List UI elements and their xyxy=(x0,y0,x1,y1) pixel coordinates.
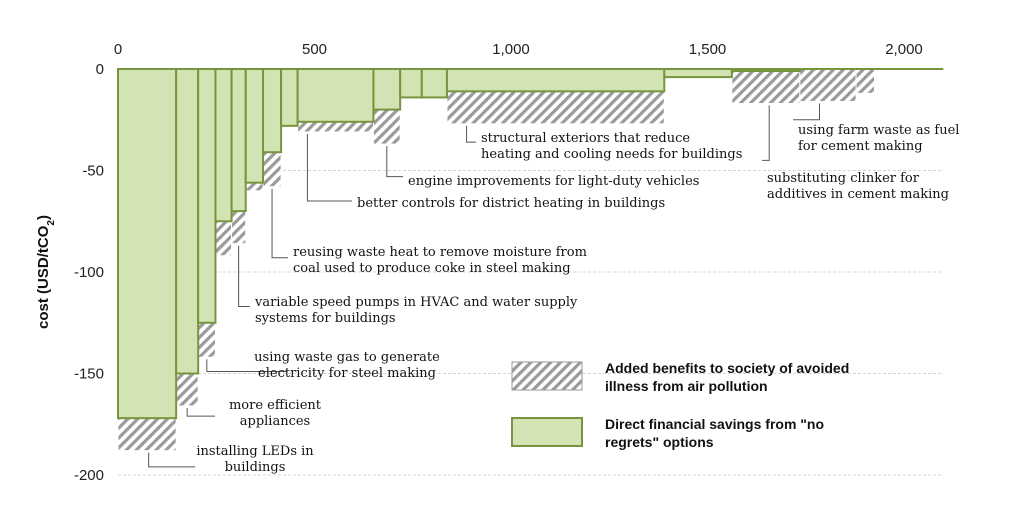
added-benefit-bar-15 xyxy=(732,71,800,103)
x-tick-label: 500 xyxy=(302,41,327,58)
annotation-leader-line xyxy=(239,246,250,307)
x-tick-label: 1,000 xyxy=(492,41,530,58)
financial-savings-bar-4 xyxy=(215,69,231,221)
added-benefit-bar-3 xyxy=(198,323,215,358)
annotation-leader-line xyxy=(762,106,769,161)
financial-savings-bar-2 xyxy=(176,69,198,374)
y-tick-label: -150 xyxy=(74,366,104,383)
x-tick-label: 1,500 xyxy=(689,41,727,58)
annotation-leader-line xyxy=(272,189,288,258)
financial-savings-bar-7 xyxy=(263,69,281,152)
added-benefit-bar-5 xyxy=(232,211,246,243)
annotation-leader-line xyxy=(793,103,820,119)
added-benefit-bar-1 xyxy=(118,418,176,450)
financial-savings-bar-6 xyxy=(246,69,263,183)
added-benefit-bar-13 xyxy=(447,91,664,123)
annotation-leader-line xyxy=(467,126,476,142)
financial-savings-bar-11 xyxy=(400,69,422,97)
x-tick-label: 2,000 xyxy=(885,41,923,58)
added-benefit-bar-16 xyxy=(800,69,856,101)
x-tick-label: 0 xyxy=(114,41,122,58)
financial-savings-bar-3 xyxy=(198,69,215,323)
added-benefit-bar-10 xyxy=(373,110,400,145)
annotation-label-7: engine improvements for light-duty vehic… xyxy=(408,174,699,189)
financial-savings-bar-14 xyxy=(664,69,732,77)
y-tick-label: 0 xyxy=(96,61,104,78)
financial-savings-bar-10 xyxy=(373,69,400,110)
annotation-leader-line xyxy=(187,408,215,416)
financial-savings-bar-12 xyxy=(422,69,447,97)
legend-swatch-1 xyxy=(512,362,582,390)
y-tick-label: -50 xyxy=(82,163,104,180)
added-benefit-bar-7 xyxy=(263,152,281,187)
annotation-label-4: variable speed pumps in HVAC and water s… xyxy=(254,295,578,326)
annotation-leader-line xyxy=(149,453,195,467)
annotation-label-5: reusing waste heat to remove moisture fr… xyxy=(293,245,587,276)
financial-savings-bar-1 xyxy=(118,69,176,418)
financial-savings-bar-9 xyxy=(298,69,374,122)
financial-savings-bar-8 xyxy=(281,69,298,126)
financial-savings-bar-5 xyxy=(232,69,246,211)
annotation-leader-line xyxy=(387,146,403,176)
added-benefit-bar-17 xyxy=(856,69,874,93)
y-tick-label: -200 xyxy=(74,467,104,484)
y-tick-label: -100 xyxy=(74,264,104,281)
financial-savings-bar-13 xyxy=(447,69,664,91)
legend-swatch-2 xyxy=(512,418,582,446)
annotation-label-6: better controls for district heating in … xyxy=(357,196,665,211)
added-benefit-bar-6 xyxy=(246,183,263,191)
y-axis-label: cost (USD/tCO2) xyxy=(35,215,57,329)
added-benefit-bar-2 xyxy=(176,374,198,406)
added-benefit-bar-4 xyxy=(215,221,231,256)
added-benefit-bar-9 xyxy=(298,122,374,132)
annotation-leader-line xyxy=(307,134,352,201)
